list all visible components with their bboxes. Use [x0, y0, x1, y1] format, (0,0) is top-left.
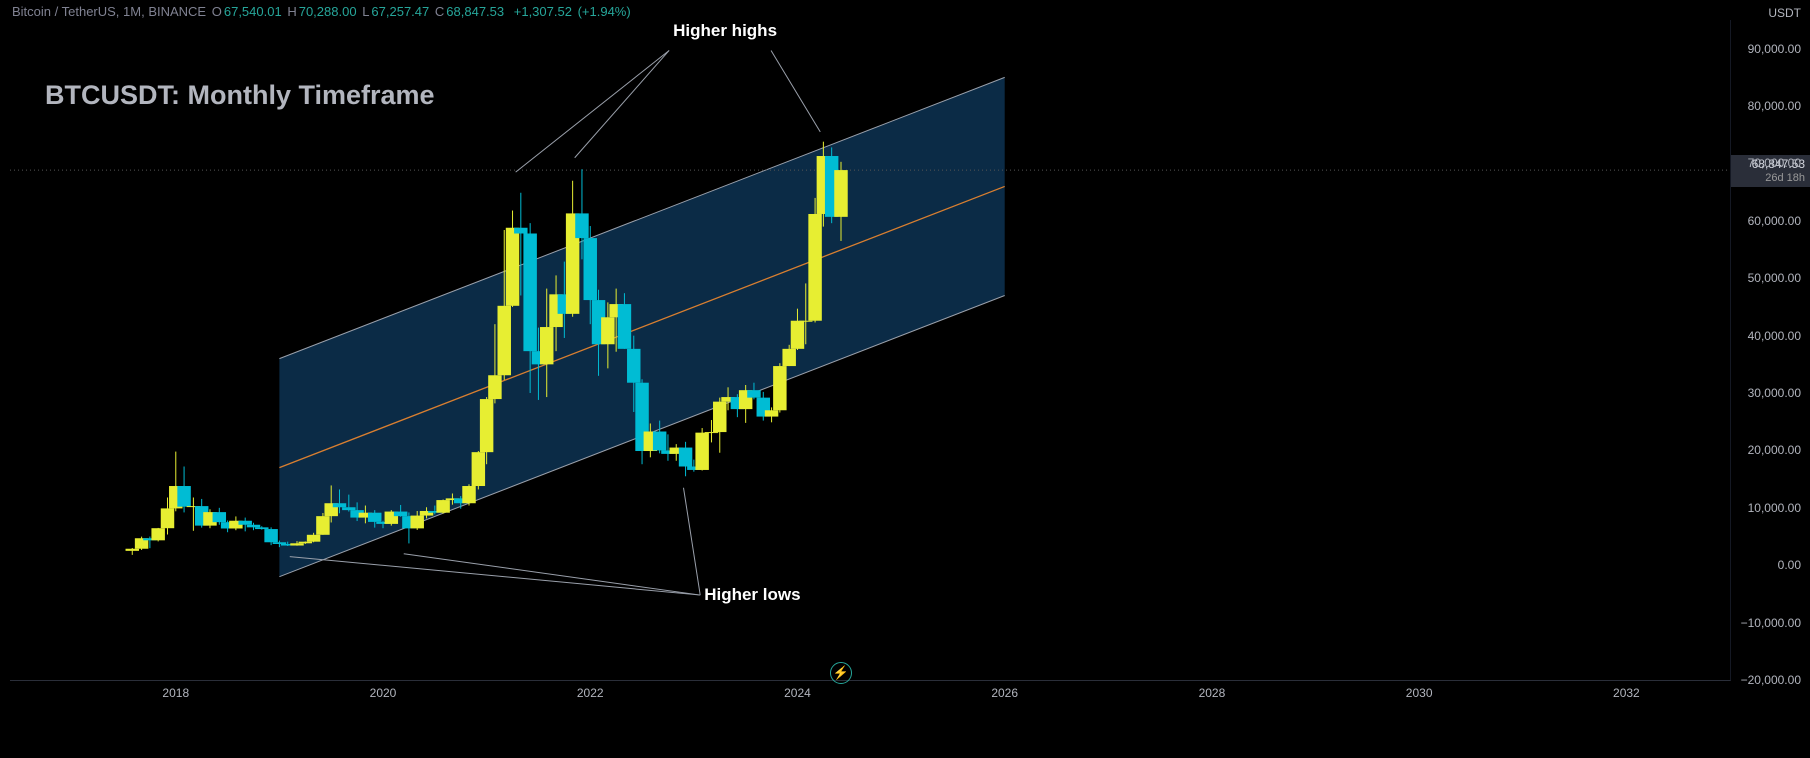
ohlc-l-value: 67,257.47 [371, 4, 429, 19]
time-tick: 2030 [1406, 686, 1433, 700]
candle-body [808, 214, 821, 321]
ohlc-c-label: C [435, 4, 444, 19]
candle-body [514, 228, 527, 234]
candle-body [151, 528, 164, 540]
time-tick: 2022 [577, 686, 604, 700]
countdown-value: 26d 18h [1737, 171, 1805, 185]
candle-body [333, 503, 346, 507]
ohlc-l-label: L [362, 4, 369, 19]
annotation-line [575, 50, 669, 157]
price-tick: 0.00 [1778, 558, 1801, 572]
candle-body [177, 486, 190, 507]
annotation-line [683, 488, 700, 595]
candle-body [773, 366, 786, 410]
price-tick: −10,000.00 [1741, 616, 1801, 630]
candle-body [584, 238, 597, 300]
candle-body [307, 535, 320, 542]
ohlc-h-label: H [287, 4, 296, 19]
candle-body [799, 321, 812, 322]
candle-body [368, 513, 381, 522]
symbol-header: Bitcoin / TetherUS, 1M, BINANCE O67,540.… [12, 4, 633, 19]
time-tick: 2026 [991, 686, 1018, 700]
candle-body [627, 349, 640, 383]
time-axis[interactable]: 2018 2020 2022 2024 2026 2028 2030 2032 [10, 680, 1730, 710]
candle-body [575, 213, 588, 238]
price-tick: 20,000.00 [1748, 443, 1801, 457]
candle-body [705, 432, 718, 433]
candle-body [488, 375, 501, 399]
candle-body [695, 433, 708, 470]
candle-body [618, 304, 631, 349]
annotation-label: Higher lows [704, 585, 800, 605]
candle-body [472, 452, 485, 486]
price-tick: 60,000.00 [1748, 214, 1801, 228]
price-tick: −20,000.00 [1741, 673, 1801, 687]
candle-body [255, 527, 268, 529]
symbol-name[interactable]: Bitcoin / TetherUS, 1M, BINANCE [12, 4, 206, 19]
annotation-line [771, 50, 820, 131]
price-axis[interactable]: USDT 68,847.53 26d 18h 90,000.0080,000.0… [1731, 20, 1809, 680]
candle-body [213, 512, 226, 522]
ohlc-o-label: O [212, 4, 222, 19]
candle-body [834, 170, 847, 217]
price-tick: 50,000.00 [1748, 271, 1801, 285]
chart-svg [10, 20, 1730, 680]
price-tick: 80,000.00 [1748, 99, 1801, 113]
chart-title: BTCUSDT: Monthly Timeframe [45, 80, 435, 111]
price-axis-unit: USDT [1768, 6, 1801, 20]
candle-body [316, 516, 329, 535]
annotation-label: Higher highs [673, 21, 777, 41]
candle-body [791, 321, 804, 349]
candle-body [394, 512, 407, 517]
ohlc-h-value: 70,288.00 [299, 4, 357, 19]
change-value: +1,307.52 [514, 4, 572, 19]
time-tick: 2024 [784, 686, 811, 700]
candle-body [299, 542, 312, 544]
candle-body [290, 543, 303, 545]
candle-body [523, 233, 536, 351]
candle-body [506, 228, 519, 306]
candle-body [264, 529, 277, 542]
chart-plot-area[interactable]: BTCUSDT: Monthly Timeframe ⚡ Higher high… [10, 20, 1731, 681]
candle-body [679, 448, 692, 467]
candle-body [126, 549, 139, 551]
annotation-line [404, 554, 700, 595]
candle-body [747, 390, 760, 397]
candle-body [601, 317, 614, 344]
time-tick: 2020 [370, 686, 397, 700]
price-tick: 10,000.00 [1748, 501, 1801, 515]
candle-body [436, 500, 449, 513]
candle-body [480, 399, 493, 452]
candle-body [410, 516, 423, 529]
annotation-line [516, 50, 669, 172]
candle-body [273, 542, 286, 544]
candle-body [713, 402, 726, 432]
ohlc-o-value: 67,540.01 [224, 4, 282, 19]
time-tick: 2018 [162, 686, 189, 700]
candle-body [247, 525, 260, 528]
price-tick: 70,000.00 [1748, 156, 1801, 170]
candle-body [161, 508, 174, 528]
annotation-line [290, 557, 700, 595]
candle-body [653, 431, 666, 450]
change-pct: (+1.94%) [578, 4, 631, 19]
price-tick: 30,000.00 [1748, 386, 1801, 400]
price-tick: 40,000.00 [1748, 329, 1801, 343]
time-tick: 2028 [1199, 686, 1226, 700]
candle-body [462, 486, 475, 503]
candle-body [498, 306, 511, 375]
candle-body [342, 507, 355, 510]
candle-body [765, 410, 778, 416]
ohlc-c-value: 68,847.53 [446, 4, 504, 19]
time-tick: 2032 [1613, 686, 1640, 700]
candle-body [782, 349, 795, 366]
price-tick: 90,000.00 [1748, 42, 1801, 56]
candle-body [540, 327, 553, 364]
candle-body [238, 521, 251, 525]
